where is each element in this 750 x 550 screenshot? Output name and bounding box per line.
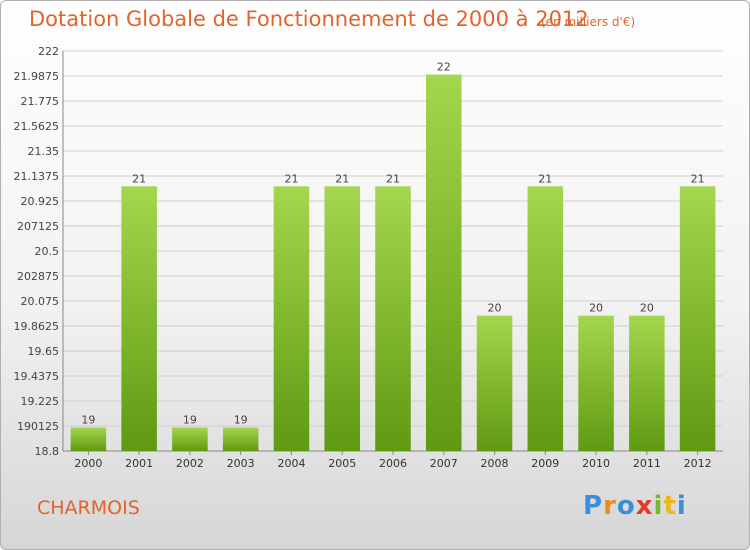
y-tick-label: 20.925 xyxy=(21,195,60,208)
data-label: 20 xyxy=(488,302,502,315)
x-tick-label: 2010 xyxy=(582,457,610,470)
data-label: 20 xyxy=(589,302,603,315)
bar-2000 xyxy=(70,427,107,451)
y-tick-label: 202875 xyxy=(17,270,59,283)
data-label: 22 xyxy=(437,61,451,74)
x-tick-label: 2005 xyxy=(328,457,356,470)
commune-name: CHARMOIS xyxy=(37,497,140,519)
chart-subtitle: (en milliers d'€) xyxy=(541,15,636,29)
bar-2002 xyxy=(172,427,208,451)
data-label: 19 xyxy=(81,413,95,426)
x-tick-label: 2009 xyxy=(531,457,559,470)
y-tick-label: 21.9875 xyxy=(14,70,60,83)
data-label: 19 xyxy=(183,413,197,426)
y-tick-label: 19.8625 xyxy=(14,320,60,333)
bar-2004 xyxy=(273,186,310,451)
x-tick-label: 2001 xyxy=(125,457,153,470)
x-tick-label: 2002 xyxy=(176,457,204,470)
data-label: 21 xyxy=(386,172,400,185)
y-tick-label: 21.1375 xyxy=(14,170,60,183)
y-tick-label: 207125 xyxy=(17,220,59,233)
data-label: 21 xyxy=(335,172,349,185)
y-tick-label: 19.225 xyxy=(21,395,60,408)
y-tick-label: 19.65 xyxy=(28,345,60,358)
y-tick-label: 20.075 xyxy=(21,295,60,308)
bar-2001 xyxy=(121,186,157,451)
y-tick-label: 18.8 xyxy=(35,445,60,458)
y-tick-label: 190125 xyxy=(17,420,59,433)
y-tick-label: 21.775 xyxy=(21,95,60,108)
x-tick-label: 2006 xyxy=(379,457,407,470)
y-tick-label: 21.35 xyxy=(28,145,60,158)
chart-title: Dotation Globale de Fonctionnement de 20… xyxy=(29,7,589,31)
y-tick-label: 21.5625 xyxy=(14,120,60,133)
bar-2008 xyxy=(476,315,513,451)
bar-2012 xyxy=(679,186,716,451)
y-tick-label: 222 xyxy=(38,45,59,58)
x-tick-labels: 2000 2001 2002 2003 2004 2005 2006 2007 2008 2009… xyxy=(74,457,711,470)
x-tick-label: 2004 xyxy=(277,457,305,470)
data-labels: 19 21 19 19 21 21 21 22 20 21 20 20 21 xyxy=(81,61,704,427)
y-tick-label: 19.4375 xyxy=(14,370,60,383)
x-tick-label: 2012 xyxy=(684,457,712,470)
bar-2006 xyxy=(375,186,411,451)
data-label: 21 xyxy=(284,172,298,185)
bar-2010 xyxy=(578,315,614,451)
data-label: 21 xyxy=(691,172,705,185)
x-tick-label: 2007 xyxy=(430,457,458,470)
x-tick-label: 2003 xyxy=(227,457,255,470)
bar-2003 xyxy=(222,427,259,451)
x-tick-label: 2011 xyxy=(633,457,661,470)
x-tick-label: 2000 xyxy=(74,457,102,470)
data-label: 21 xyxy=(538,172,552,185)
proxiti-logo[interactable]: Proxiti xyxy=(583,491,687,521)
data-label: 20 xyxy=(640,302,654,315)
data-label: 19 xyxy=(234,413,248,426)
bar-2005 xyxy=(324,186,360,451)
data-label: 21 xyxy=(132,172,146,185)
y-tick-labels: 18.8 190125 19.225 19.4375 19.65 19.8625 20.07… xyxy=(14,45,60,458)
x-tick-label: 2008 xyxy=(481,457,509,470)
bars xyxy=(70,74,716,451)
bar-2011 xyxy=(629,315,665,451)
y-tick-label: 20.5 xyxy=(35,245,60,258)
bar-2007 xyxy=(426,74,462,451)
bar-2009 xyxy=(527,186,564,451)
